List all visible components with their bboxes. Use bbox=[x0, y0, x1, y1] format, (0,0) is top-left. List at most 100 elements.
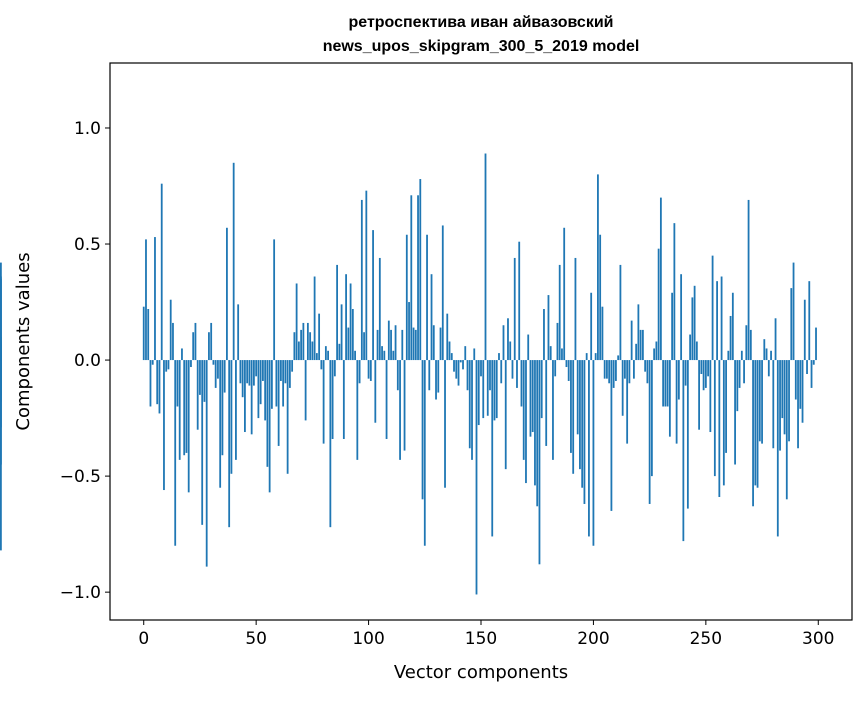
bar-212 bbox=[619, 264, 622, 361]
bar-288 bbox=[790, 288, 793, 361]
bar-261 bbox=[729, 315, 732, 361]
bar-3 bbox=[149, 360, 152, 407]
bar-158 bbox=[498, 353, 500, 361]
bar-164 bbox=[511, 360, 514, 379]
bar-155 bbox=[491, 360, 494, 537]
bar-57 bbox=[270, 360, 273, 409]
bar-263 bbox=[734, 360, 736, 465]
bar-205 bbox=[603, 360, 606, 379]
bar-154 bbox=[489, 360, 491, 391]
bar-75 bbox=[311, 341, 314, 361]
bar-30 bbox=[210, 322, 213, 361]
bar-117 bbox=[405, 234, 408, 361]
bar-47 bbox=[248, 360, 251, 386]
bar-169 bbox=[522, 360, 525, 460]
bar-120 bbox=[412, 327, 415, 361]
bar-122 bbox=[417, 195, 419, 361]
bar-197 bbox=[585, 353, 588, 361]
x-tick-label: 250 bbox=[690, 629, 722, 649]
bar-49 bbox=[253, 360, 255, 386]
bar-293 bbox=[801, 360, 804, 423]
y-axis-label: Components values bbox=[13, 252, 34, 430]
bar-239 bbox=[680, 274, 683, 361]
bar-129 bbox=[432, 325, 435, 361]
bar-101 bbox=[369, 360, 372, 381]
bar-242 bbox=[686, 360, 689, 509]
bar-180 bbox=[547, 295, 550, 361]
bar-77 bbox=[315, 353, 318, 361]
bar-229 bbox=[657, 248, 660, 361]
bar-69 bbox=[297, 341, 300, 361]
plot-area-frame bbox=[109, 62, 853, 621]
bar-206 bbox=[606, 360, 608, 379]
bar-87 bbox=[338, 343, 341, 361]
bar-25 bbox=[199, 360, 201, 395]
bar-182 bbox=[552, 360, 554, 460]
bar-264 bbox=[736, 360, 739, 412]
x-axis-label: Vector components bbox=[394, 662, 568, 683]
bar-272 bbox=[754, 360, 757, 486]
bar-130 bbox=[435, 360, 437, 400]
bar-188 bbox=[565, 360, 568, 368]
bar-32 bbox=[214, 360, 217, 388]
bar-66 bbox=[291, 360, 294, 372]
bar-218 bbox=[633, 360, 635, 379]
bar-53 bbox=[262, 360, 264, 381]
bar-134 bbox=[444, 360, 446, 488]
bar-274 bbox=[758, 360, 761, 442]
bar-63 bbox=[284, 360, 287, 384]
bar-161 bbox=[504, 360, 507, 470]
y-tick-label: −1.0 bbox=[60, 583, 101, 603]
x-axis-ticks: 0 50 100 150 200 250 300 bbox=[138, 620, 834, 649]
bar-70 bbox=[300, 329, 303, 361]
bar-281 bbox=[774, 318, 777, 361]
bar-235 bbox=[671, 292, 674, 361]
bar-65 bbox=[288, 360, 291, 388]
bar-83 bbox=[329, 360, 332, 528]
bar-152 bbox=[484, 153, 487, 361]
bar-42 bbox=[237, 304, 240, 361]
bar-111 bbox=[392, 350, 395, 361]
bar-217 bbox=[630, 320, 633, 361]
bar-265 bbox=[738, 360, 741, 388]
bar-143 bbox=[464, 346, 467, 361]
bar-231 bbox=[662, 360, 665, 407]
bar-202 bbox=[597, 174, 599, 361]
bar-23 bbox=[194, 322, 197, 361]
bar-93 bbox=[351, 309, 354, 361]
y-tick-label: 1.0 bbox=[74, 119, 101, 139]
bar-12 bbox=[169, 299, 172, 361]
bar-276 bbox=[763, 339, 766, 361]
bar-22 bbox=[192, 332, 195, 361]
bar-192 bbox=[574, 257, 577, 361]
bar-6 bbox=[156, 360, 159, 405]
y-tick-label: 0.5 bbox=[74, 235, 101, 255]
bar-176 bbox=[538, 360, 541, 565]
bar-55 bbox=[266, 360, 269, 467]
bar-286 bbox=[785, 360, 788, 500]
bar-215 bbox=[626, 360, 629, 444]
bar-227 bbox=[653, 348, 656, 361]
bar-245 bbox=[693, 285, 696, 361]
bar-46 bbox=[246, 360, 249, 384]
bar-253 bbox=[711, 255, 714, 361]
bar-48 bbox=[250, 360, 253, 435]
bar-213 bbox=[621, 360, 624, 416]
bar-146 bbox=[471, 360, 473, 460]
bar-166 bbox=[516, 360, 518, 388]
bar-43 bbox=[239, 360, 242, 384]
bar-315 bbox=[0, 276, 2, 361]
y-axis-ticks: −1.0 −0.5 0.0 0.5 1.0 bbox=[60, 119, 110, 603]
bar-260 bbox=[727, 350, 730, 361]
bar-58 bbox=[273, 239, 276, 361]
bar-50 bbox=[255, 360, 258, 377]
bar-94 bbox=[354, 350, 356, 361]
bar-17 bbox=[181, 348, 183, 361]
bar-268 bbox=[745, 325, 748, 361]
bars-group bbox=[0, 153, 817, 595]
bar-241 bbox=[684, 360, 687, 386]
bar-10 bbox=[165, 360, 168, 372]
bar-84 bbox=[331, 360, 334, 439]
bar-181 bbox=[549, 346, 552, 361]
bar-244 bbox=[691, 297, 694, 361]
